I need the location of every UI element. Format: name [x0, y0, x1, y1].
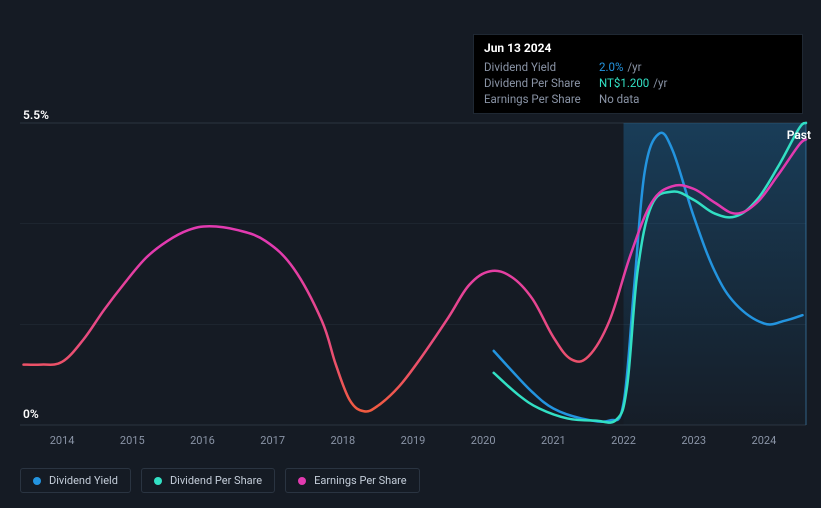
legend-item[interactable]: Dividend Per Share: [141, 468, 275, 493]
x-axis-year: 2023: [681, 434, 706, 447]
x-axis-year: 2020: [471, 434, 496, 447]
x-axis-year: 2022: [611, 434, 636, 447]
x-axis-year: 2016: [190, 434, 215, 447]
x-axis-year: 2015: [120, 434, 145, 447]
tooltip-row-value: No data: [599, 92, 639, 106]
x-axis-labels: 2014 2015 2016 2017 2018 2019 2020 2021 2022 2023…: [0, 434, 821, 454]
legend-item[interactable]: Earnings Per Share: [285, 468, 420, 493]
tooltip-row: Earnings Per ShareNo data: [484, 91, 792, 107]
tooltip-date: Jun 13 2024: [484, 41, 792, 55]
past-label: Past: [787, 128, 811, 142]
legend: Dividend Yield Dividend Per Share Earnings…: [20, 468, 420, 493]
legend-label: Dividend Per Share: [170, 474, 262, 487]
x-axis-year: 2024: [752, 434, 777, 447]
x-axis-year: 2021: [541, 434, 566, 447]
legend-dot-icon: [298, 477, 306, 485]
legend-label: Earnings Per Share: [314, 474, 407, 487]
tooltip-row-suffix: /yr: [653, 76, 667, 90]
legend-dot-icon: [33, 477, 41, 485]
tooltip-row-value: NT$1.200: [599, 76, 649, 90]
legend-label: Dividend Yield: [49, 474, 118, 487]
tooltip-row-suffix: /yr: [627, 60, 641, 74]
x-axis-year: 2014: [50, 434, 75, 447]
tooltip-row: Dividend Yield2.0% /yr: [484, 59, 792, 75]
x-axis-year: 2018: [330, 434, 355, 447]
y-axis-min: 0%: [23, 407, 39, 421]
x-axis-year: 2017: [260, 434, 285, 447]
tooltip-row: Dividend Per ShareNT$1.200/yr: [484, 75, 792, 91]
chart-root: 5.5% 0% Past 2014 2015 2016 2017 2018 2019 202…: [0, 0, 821, 508]
tooltip: Jun 13 2024 Dividend Yield2.0%/yrDividen…: [473, 34, 803, 114]
tooltip-row-value: 2.0%: [599, 60, 623, 74]
tooltip-row-label: Dividend Yield: [484, 60, 599, 74]
y-axis-max: 5.5%: [23, 108, 49, 122]
legend-dot-icon: [154, 477, 162, 485]
tooltip-row-label: Earnings Per Share: [484, 92, 599, 106]
tooltip-row-label: Dividend Per Share: [484, 76, 599, 90]
legend-item[interactable]: Dividend Yield: [20, 468, 131, 493]
x-axis-year: 2019: [401, 434, 426, 447]
